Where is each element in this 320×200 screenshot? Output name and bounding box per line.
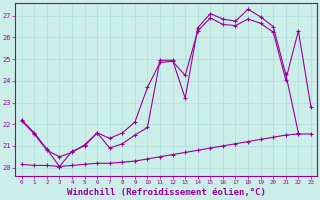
X-axis label: Windchill (Refroidissement éolien,°C): Windchill (Refroidissement éolien,°C)	[67, 188, 266, 197]
